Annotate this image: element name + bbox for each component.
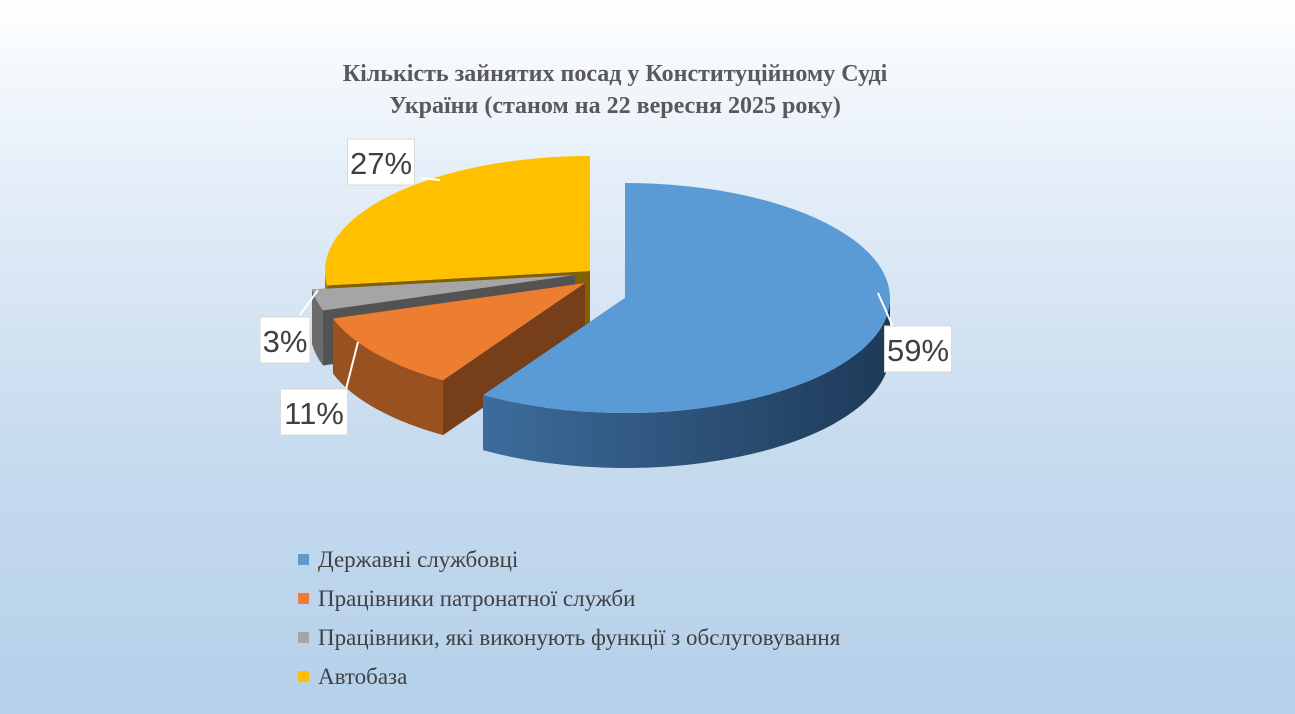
pie-slice-side <box>312 289 323 366</box>
chart-title: Кількість зайнятих посад у Конституційно… <box>0 58 1230 122</box>
leader-line <box>419 177 441 181</box>
legend-item-autobase: Автобаза <box>298 657 840 696</box>
chart-title-line1: Кількість зайнятих посад у Конституційно… <box>342 61 888 87</box>
pie-slice-civil-servants <box>483 183 890 468</box>
legend-swatch-gray <box>298 632 309 643</box>
pie-slice-side <box>483 298 890 468</box>
legend: Державні службовці Працівники патронатно… <box>298 540 840 696</box>
legend-item-service: Працівники, які виконують функції з обсл… <box>298 618 840 657</box>
pie-slice-side <box>332 318 444 436</box>
legend-swatch-yellow <box>298 671 309 682</box>
data-label-box <box>884 325 952 373</box>
pie-slice-top <box>312 275 575 311</box>
leader-line <box>344 341 359 394</box>
data-label-text: 59% <box>887 333 949 368</box>
data-label-patronage: 11% <box>280 341 359 436</box>
chart-title-line2: України (станом на 22 вересня 2025 року) <box>389 93 841 119</box>
pie-slice-top <box>332 283 585 381</box>
pie-slice-top <box>483 183 890 413</box>
legend-label: Працівники патронатної служби <box>318 585 636 611</box>
data-label-autobase: 27% <box>347 138 441 186</box>
legend-swatch-orange <box>298 593 309 604</box>
data-label-box <box>259 316 311 364</box>
data-label-text: 27% <box>350 146 412 181</box>
pie-slice-top <box>324 156 590 286</box>
data-label-service: 3% <box>259 289 319 364</box>
legend-swatch-blue <box>298 554 309 565</box>
leader-line <box>299 289 319 316</box>
legend-item-patronage: Працівники патронатної служби <box>298 579 840 618</box>
legend-item-civil-servants: Державні службовці <box>298 540 840 579</box>
legend-label: Автобаза <box>318 663 408 689</box>
leader-line <box>877 292 894 328</box>
legend-label: Працівники, які виконують функції з обсл… <box>318 624 841 650</box>
data-label-text: 11% <box>284 396 344 431</box>
data-label-box <box>280 388 348 436</box>
data-label-text: 3% <box>263 324 308 359</box>
legend-label: Державні службовці <box>318 546 519 572</box>
data-label-box <box>347 138 415 186</box>
pie-slice-patronage <box>332 283 585 436</box>
data-label-civil-servants: 59% <box>877 292 952 373</box>
